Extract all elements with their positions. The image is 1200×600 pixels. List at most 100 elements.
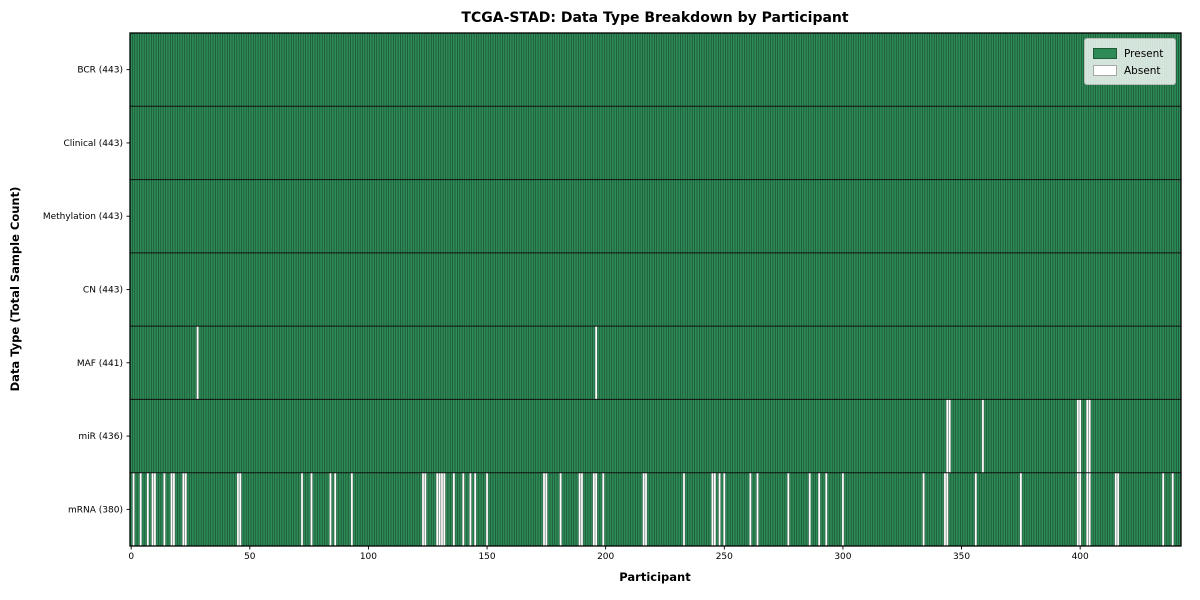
absent-bar-miR xyxy=(1086,399,1089,473)
x-tick-label: 300 xyxy=(834,552,851,562)
absent-bar-MAF xyxy=(595,326,598,400)
absent-bar-mRNA xyxy=(841,472,845,546)
legend-label-absent: Absent xyxy=(1124,64,1161,77)
absent-bar-mRNA xyxy=(1019,472,1023,546)
legend-item-present: Present xyxy=(1093,45,1167,62)
absent-bar-mRNA xyxy=(438,472,441,546)
absent-bar-mRNA xyxy=(723,472,726,546)
present-field xyxy=(130,33,1181,546)
absent-bar-mRNA xyxy=(474,472,477,546)
y-tick-label-mRNA: mRNA (380) xyxy=(68,505,123,515)
y-axis-title: Data Type (Total Sample Count) xyxy=(8,186,22,392)
absent-bar-mRNA xyxy=(172,472,176,546)
absent-bar-mRNA xyxy=(1086,472,1089,546)
y-tick-label-BCR: BCR (443) xyxy=(77,66,123,76)
x-tick-label: 150 xyxy=(478,552,495,562)
absent-bar-mRNA xyxy=(1162,472,1165,546)
x-tick-label: 400 xyxy=(1072,552,1089,562)
absent-bar-mRNA xyxy=(542,472,546,546)
absent-bar-miR xyxy=(1088,399,1091,473)
x-axis-title: Participant xyxy=(619,570,691,584)
absent-bar-mRNA xyxy=(443,472,446,546)
absent-bar-mRNA xyxy=(580,472,584,546)
absent-bar-mRNA xyxy=(559,472,562,546)
y-tick-label-Clinical: Clinical (443) xyxy=(63,139,123,149)
absent-bar-mRNA xyxy=(818,472,821,546)
absent-bar-mRNA xyxy=(436,472,439,546)
absent-bar-mRNA xyxy=(182,472,185,546)
absent-bar-miR xyxy=(981,399,985,473)
absent-bar-mRNA xyxy=(424,472,427,546)
y-tick-label-MAF: MAF (441) xyxy=(77,359,123,369)
absent-bar-mRNA xyxy=(146,472,149,546)
absent-bar-mRNA xyxy=(946,472,949,546)
absent-bar-mRNA xyxy=(452,472,456,546)
absent-bar-mRNA xyxy=(749,472,752,546)
absent-bar-mRNA xyxy=(642,472,645,546)
absent-bar-miR xyxy=(946,399,949,473)
absent-bar-mRNA xyxy=(469,472,472,546)
absent-bar-miR xyxy=(948,399,951,473)
absent-bar-mRNA xyxy=(236,472,240,546)
absent-bar-mRNA xyxy=(787,472,790,546)
absent-bar-mRNA xyxy=(239,472,242,546)
absent-bar-mRNA xyxy=(808,472,811,546)
absent-bar-mRNA xyxy=(825,472,828,546)
absent-swatch-icon xyxy=(1093,65,1117,76)
absent-bar-miR xyxy=(1078,399,1082,473)
absent-bar-mRNA xyxy=(711,472,714,546)
x-tick-label: 50 xyxy=(244,552,256,562)
absent-bar-mRNA xyxy=(485,472,489,546)
absent-bar-mRNA xyxy=(1078,472,1082,546)
absent-bar-mRNA xyxy=(440,472,444,546)
x-tick-label: 200 xyxy=(597,552,614,562)
chart-title: TCGA-STAD: Data Type Breakdown by Partic… xyxy=(461,10,849,26)
absent-bar-mRNA xyxy=(682,472,686,546)
absent-bar-mRNA xyxy=(132,472,135,546)
absent-bar-mRNA xyxy=(334,472,337,546)
absent-bar-mRNA xyxy=(153,472,157,546)
legend-item-absent: Absent xyxy=(1093,62,1167,79)
present-swatch-icon xyxy=(1093,48,1117,59)
x-tick-label: 250 xyxy=(716,552,733,562)
y-tick-label-Methylation: Methylation (443) xyxy=(43,212,123,222)
absent-bar-mRNA xyxy=(1114,472,1117,546)
absent-bar-mRNA xyxy=(1171,472,1174,546)
absent-bar-mRNA xyxy=(421,472,425,546)
absent-bar-mRNA xyxy=(139,472,142,546)
y-tick-label-CN: CN (443) xyxy=(83,286,123,296)
absent-bar-MAF xyxy=(196,326,199,400)
absent-bar-mRNA xyxy=(713,472,716,546)
absent-bar-mRNA xyxy=(1076,472,1079,546)
absent-bar-mRNA xyxy=(1116,472,1120,546)
legend: Present Absent xyxy=(1084,38,1176,85)
absent-bar-mRNA xyxy=(602,472,605,546)
absent-bar-mRNA xyxy=(578,472,581,546)
absent-bar-miR xyxy=(1076,399,1079,473)
absent-bar-mRNA xyxy=(592,472,596,546)
absent-bar-mRNA xyxy=(943,472,947,546)
absent-bar-mRNA xyxy=(310,472,313,546)
absent-bar-mRNA xyxy=(329,472,332,546)
absent-bar-mRNA xyxy=(595,472,598,546)
absent-bar-mRNA xyxy=(350,472,354,546)
x-tick-label: 0 xyxy=(128,552,134,562)
absent-bar-mRNA xyxy=(644,472,648,546)
absent-bar-mRNA xyxy=(718,472,721,546)
absent-bar-mRNA xyxy=(974,472,977,546)
absent-bar-mRNA xyxy=(756,472,759,546)
absent-bar-mRNA xyxy=(922,472,925,546)
absent-bar-mRNA xyxy=(1088,472,1091,546)
x-tick-label: 100 xyxy=(360,552,377,562)
absent-bar-mRNA xyxy=(462,472,465,546)
absent-bar-mRNA xyxy=(170,472,173,546)
x-tick-label: 350 xyxy=(953,552,970,562)
legend-label-present: Present xyxy=(1124,47,1164,60)
y-tick-label-miR: miR (436) xyxy=(78,432,123,442)
absent-bar-mRNA xyxy=(151,472,154,546)
absent-bar-mRNA xyxy=(184,472,187,546)
absent-bar-mRNA xyxy=(300,472,304,546)
absent-bar-mRNA xyxy=(163,472,166,546)
